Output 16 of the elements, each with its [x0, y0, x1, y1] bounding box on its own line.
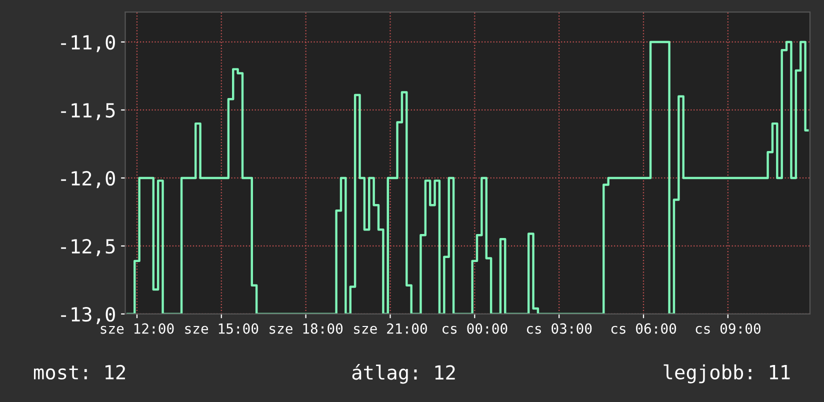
y-tick-label: -13,0: [61, 306, 115, 324]
x-tick-label: sze 15:00: [185, 323, 258, 334]
text: átlag: 12: [352, 364, 455, 384]
x-tick-label: sze 21:00: [354, 323, 427, 334]
x-tick-label: sze 12:00: [100, 323, 174, 334]
y-tick-label: -12,0: [61, 170, 115, 188]
x-tick-label: cs 00:00: [442, 323, 508, 334]
x-tick-label: cs 09:00: [696, 323, 760, 334]
y-tick-label: -11,5: [61, 103, 115, 120]
text: legjobb: 11: [664, 364, 790, 384]
y-tick-label: -11,0: [61, 34, 115, 52]
y-tick-label: -12,5: [61, 238, 115, 256]
x-tick-label: cs 03:00: [526, 323, 592, 334]
text: most: 12: [34, 364, 125, 380]
x-tick-label: sze 18:00: [270, 323, 343, 334]
x-tick-label: cs 06:00: [611, 323, 676, 334]
